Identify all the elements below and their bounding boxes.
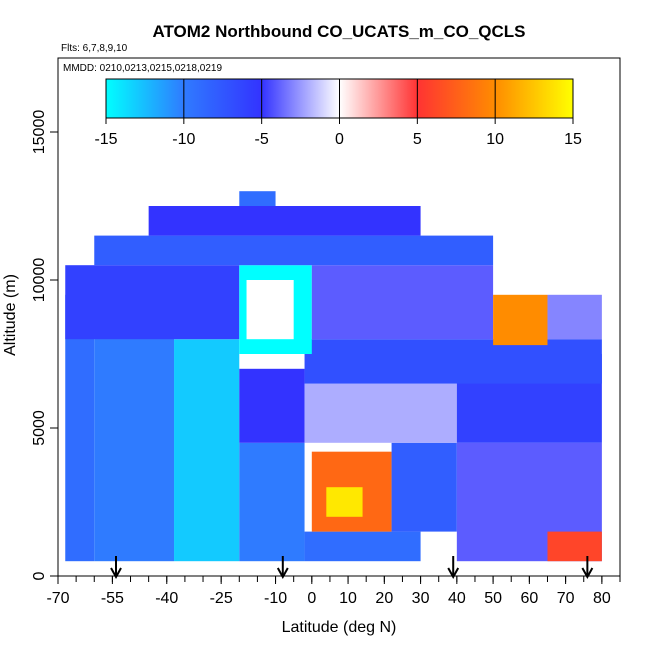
heatmap-cells (65, 191, 602, 562)
x-axis-label: Latitude (deg N) (282, 619, 397, 636)
x-tick-label-2: -40 (155, 590, 178, 607)
x-tick-label-12: 70 (557, 590, 575, 607)
heatmap-cell-7 (326, 487, 363, 517)
heatmap-cell-5 (304, 531, 421, 562)
profile-arrow-0 (110, 556, 122, 580)
heatmap-cell-11 (304, 383, 457, 443)
profile-arrow-2 (447, 556, 460, 580)
y-tick-label-3: 15000 (31, 110, 48, 155)
heatmap-cell-19 (547, 294, 602, 340)
heatmap-cell-3 (239, 442, 305, 562)
heatmap-cell-2 (174, 339, 240, 562)
colorbar-tick-label-4: 5 (413, 131, 422, 148)
x-tick-label-6: 10 (339, 590, 357, 607)
heatmap-cell-10 (547, 531, 602, 562)
heatmap-cell-17 (311, 265, 494, 340)
x-tick-label-5: 0 (307, 590, 316, 607)
x-axis: -70 -55 -40 -25 -10 0 10 20 30 40 50 60 70 80 (46, 576, 621, 607)
x-tick-label-13: 80 (593, 590, 611, 607)
flights-subtitle: Flts: 6,7,8,9,10 (61, 43, 128, 54)
profile-arrow-1 (276, 556, 289, 580)
dates-subtitle: MMDD: 0210,0213,0215,0218,0219 (63, 63, 222, 74)
y-tick-label-2: 10000 (31, 258, 48, 303)
colorbar-tick-label-2: -5 (255, 131, 269, 148)
x-tick-label-11: 60 (520, 590, 538, 607)
heatmap-cell-14 (65, 265, 240, 340)
heatmap-cell-4 (239, 368, 305, 443)
colorbar-tick-label-1: -10 (172, 131, 195, 148)
x-tick-label-10: 50 (484, 590, 502, 607)
y-tick-label-1: 5000 (31, 410, 48, 446)
profile-arrow-3 (581, 556, 594, 580)
x-tick-label-0: -70 (46, 590, 69, 607)
x-tick-label-8: 30 (412, 590, 430, 607)
colorbar-tick-label-0: -15 (94, 131, 117, 148)
colorbar-tick-label-3: 0 (335, 131, 344, 148)
heatmap-cell-21 (148, 206, 421, 236)
colorbar-tick-label-6: 15 (564, 131, 582, 148)
colorbar: -15 -10 -5 0 5 10 15 (94, 78, 582, 148)
x-tick-label-9: 40 (448, 590, 466, 607)
y-axis-label: Altitude (m) (2, 274, 19, 356)
heatmap-cell-22 (239, 191, 276, 206)
profile-markers (110, 556, 594, 580)
heatmap-cell-20 (94, 235, 494, 266)
x-tick-label-3: -25 (210, 590, 233, 607)
heatmap-cell-16 (246, 280, 294, 340)
y-tick-label-0: 0 (31, 571, 48, 580)
y-axis: 0 5000 10000 15000 (31, 110, 58, 580)
colorbar-tick-label-5: 10 (486, 131, 504, 148)
heatmap-cell-8 (391, 442, 457, 532)
x-tick-label-4: -10 (264, 590, 287, 607)
plot-frame (57, 57, 621, 577)
heatmap-cell-13 (304, 339, 602, 384)
chart-title: ATOM2 Northbound CO_UCATS_m_CO_QCLS (152, 22, 525, 41)
x-tick-label-7: 20 (375, 590, 393, 607)
x-tick-label-1: -55 (101, 590, 124, 607)
heatmap-cell-18 (493, 294, 548, 346)
